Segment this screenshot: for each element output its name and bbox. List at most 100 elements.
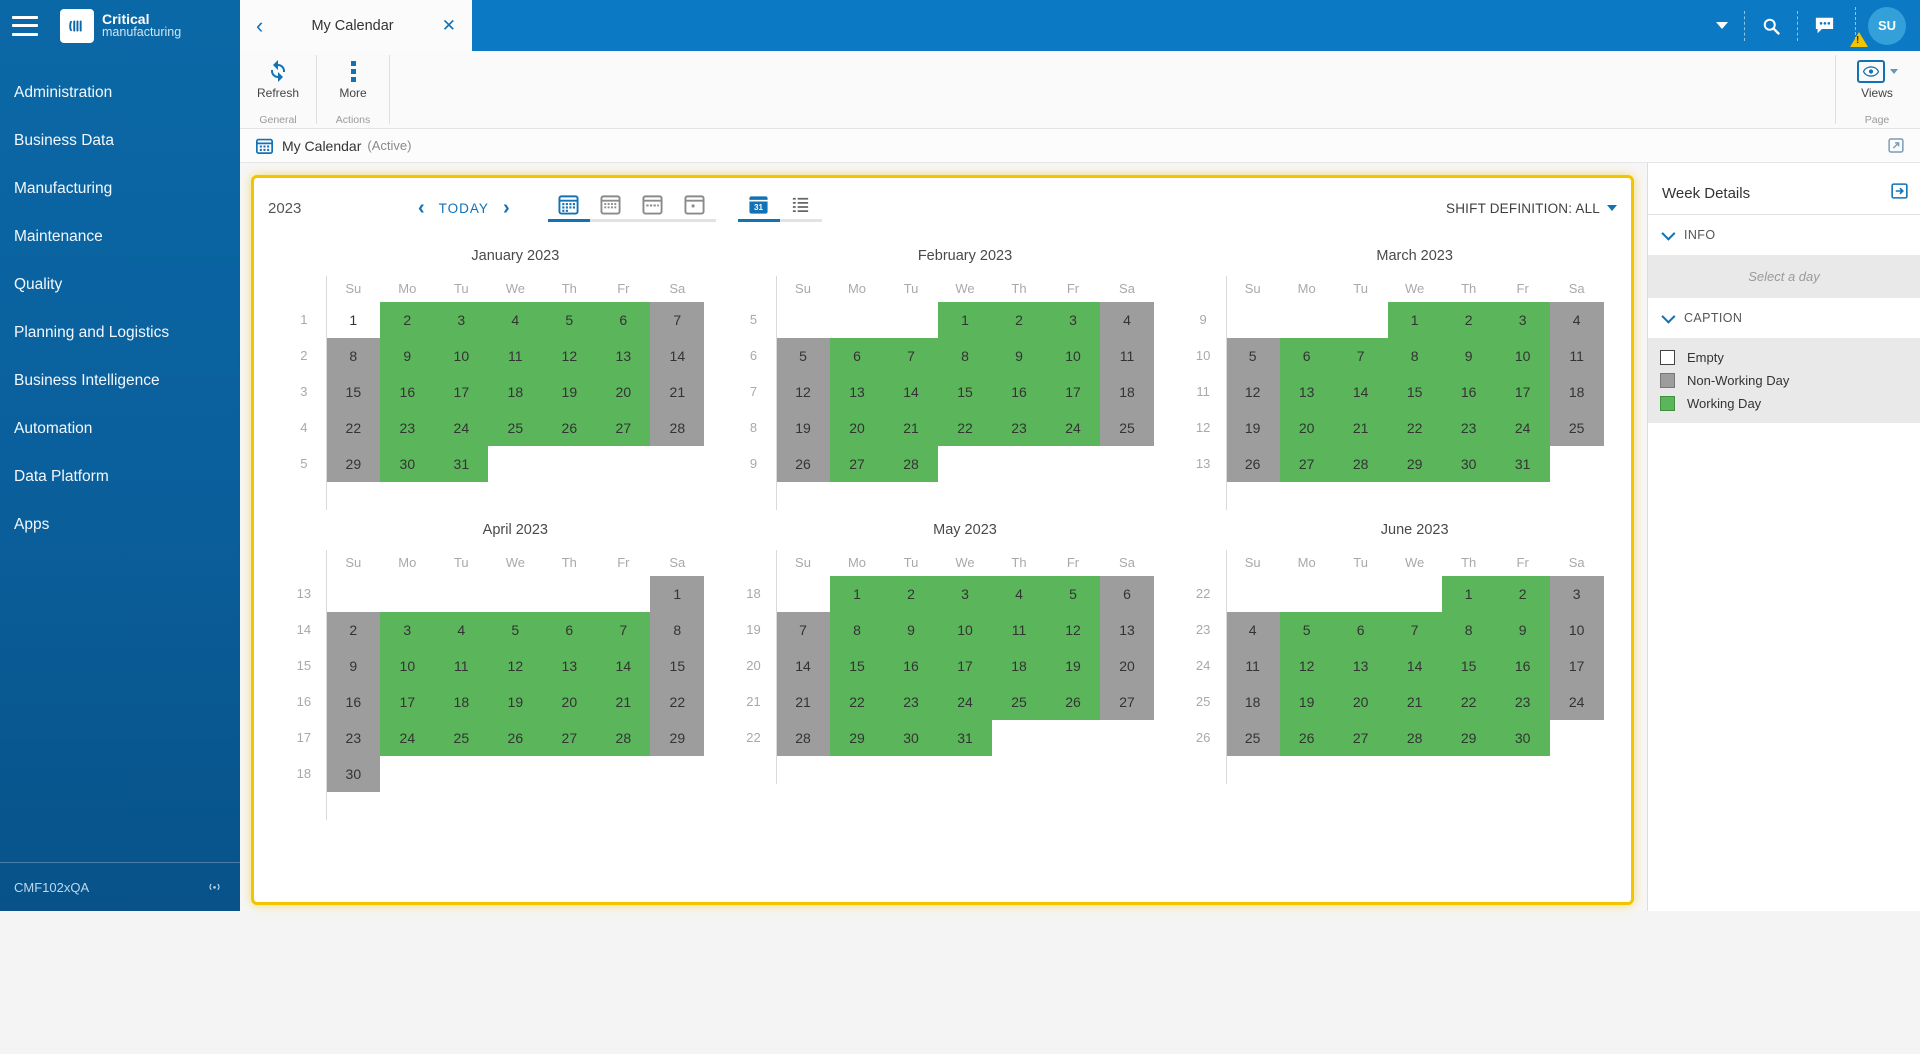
sidebar-item-administration[interactable]: Administration — [0, 69, 240, 117]
sidebar-item-data-platform[interactable]: Data Platform — [0, 453, 240, 501]
day-cell[interactable]: 20 — [596, 374, 650, 410]
day-cell[interactable]: 20 — [1280, 410, 1334, 446]
day-cell[interactable]: 3 — [938, 576, 992, 612]
day-cell[interactable]: 16 — [1442, 374, 1496, 410]
day-cell[interactable]: 18 — [1226, 684, 1280, 720]
day-cell[interactable]: 14 — [1334, 374, 1388, 410]
day-cell[interactable]: 20 — [1334, 684, 1388, 720]
day-cell[interactable]: 20 — [1100, 648, 1154, 684]
day-cell[interactable]: 22 — [1442, 684, 1496, 720]
day-cell[interactable]: 2 — [884, 576, 938, 612]
day-cell[interactable]: 24 — [434, 410, 488, 446]
week-number[interactable]: 2 — [281, 338, 326, 374]
day-cell[interactable]: 9 — [380, 338, 434, 374]
day-cell[interactable]: 15 — [326, 374, 380, 410]
week-number[interactable]: 6 — [731, 338, 776, 374]
day-cell[interactable]: 25 — [434, 720, 488, 756]
week-number[interactable]: 9 — [1181, 302, 1226, 338]
shift-definition-dropdown[interactable]: SHIFT DEFINITION: ALL — [1446, 201, 1617, 216]
day-cell[interactable]: 6 — [542, 612, 596, 648]
sidebar-item-quality[interactable]: Quality — [0, 261, 240, 309]
day-cell[interactable]: 26 — [542, 410, 596, 446]
week-number[interactable]: 25 — [1181, 684, 1226, 720]
view-year-icon[interactable] — [548, 194, 590, 215]
week-number[interactable]: 5 — [731, 302, 776, 338]
day-cell[interactable]: 28 — [1388, 720, 1442, 756]
day-cell[interactable]: 16 — [380, 374, 434, 410]
day-cell[interactable]: 23 — [326, 720, 380, 756]
day-cell[interactable]: 30 — [326, 756, 380, 792]
day-cell[interactable]: 11 — [1100, 338, 1154, 374]
day-cell[interactable]: 30 — [380, 446, 434, 482]
day-cell[interactable]: 18 — [488, 374, 542, 410]
day-cell[interactable]: 1 — [830, 576, 884, 612]
day-cell[interactable]: 5 — [1046, 576, 1100, 612]
day-cell[interactable]: 18 — [992, 648, 1046, 684]
day-cell[interactable]: 14 — [596, 648, 650, 684]
day-cell[interactable]: 15 — [1388, 374, 1442, 410]
day-cell[interactable]: 25 — [488, 410, 542, 446]
week-number[interactable]: 5 — [281, 446, 326, 482]
day-cell[interactable]: 9 — [992, 338, 1046, 374]
day-cell[interactable]: 15 — [1442, 648, 1496, 684]
open-in-window-icon[interactable] — [1888, 138, 1904, 153]
day-cell[interactable]: 23 — [992, 410, 1046, 446]
next-chevron-icon[interactable]: › — [503, 198, 510, 218]
user-menu[interactable]: SU — [1855, 7, 1906, 45]
sidebar-item-manufacturing[interactable]: Manufacturing — [0, 165, 240, 213]
day-cell[interactable]: 3 — [380, 612, 434, 648]
day-cell[interactable]: 17 — [1496, 374, 1550, 410]
day-cell[interactable]: 8 — [1442, 612, 1496, 648]
day-cell[interactable]: 6 — [1280, 338, 1334, 374]
day-cell[interactable]: 13 — [542, 648, 596, 684]
week-number[interactable]: 4 — [281, 410, 326, 446]
views-button[interactable]: Views — [1840, 58, 1914, 100]
day-cell[interactable]: 26 — [776, 446, 830, 482]
day-cell[interactable]: 29 — [1388, 446, 1442, 482]
day-cell[interactable]: 29 — [830, 720, 884, 756]
day-cell[interactable]: 25 — [1100, 410, 1154, 446]
sidebar-item-automation[interactable]: Automation — [0, 405, 240, 453]
day-cell[interactable]: 29 — [326, 446, 380, 482]
day-cell[interactable]: 17 — [380, 684, 434, 720]
day-cell[interactable]: 31 — [1496, 446, 1550, 482]
view-day-icon[interactable] — [674, 194, 716, 215]
day-cell[interactable]: 31 — [938, 720, 992, 756]
day-cell[interactable]: 29 — [650, 720, 704, 756]
day-cell[interactable]: 6 — [830, 338, 884, 374]
day-cell[interactable]: 24 — [380, 720, 434, 756]
day-cell[interactable]: 15 — [650, 648, 704, 684]
day-cell[interactable]: 27 — [1100, 684, 1154, 720]
day-cell[interactable]: 27 — [542, 720, 596, 756]
day-cell[interactable]: 15 — [938, 374, 992, 410]
week-number[interactable]: 18 — [731, 576, 776, 612]
day-cell[interactable]: 25 — [1226, 720, 1280, 756]
day-cell[interactable]: 19 — [776, 410, 830, 446]
day-cell[interactable]: 12 — [776, 374, 830, 410]
day-cell[interactable]: 5 — [542, 302, 596, 338]
week-number[interactable]: 10 — [1181, 338, 1226, 374]
brand-logo[interactable]: Critical manufacturing — [60, 9, 181, 43]
day-cell[interactable]: 7 — [884, 338, 938, 374]
day-cell[interactable]: 20 — [830, 410, 884, 446]
day-cell[interactable]: 9 — [884, 612, 938, 648]
tab-close-icon[interactable]: ✕ — [438, 16, 460, 36]
day-cell[interactable]: 1 — [1388, 302, 1442, 338]
week-number[interactable]: 12 — [1181, 410, 1226, 446]
day-cell[interactable]: 22 — [326, 410, 380, 446]
day-cell[interactable]: 5 — [1280, 612, 1334, 648]
day-cell[interactable]: 13 — [1334, 648, 1388, 684]
day-cell[interactable]: 15 — [830, 648, 884, 684]
more-button[interactable]: More — [317, 58, 389, 100]
day-cell[interactable]: 8 — [326, 338, 380, 374]
week-number[interactable]: 13 — [281, 576, 326, 612]
day-cell[interactable]: 24 — [1046, 410, 1100, 446]
info-section-header[interactable]: INFO — [1648, 215, 1920, 255]
day-cell[interactable]: 2 — [326, 612, 380, 648]
day-cell[interactable]: 11 — [434, 648, 488, 684]
day-cell[interactable]: 23 — [1442, 410, 1496, 446]
day-cell[interactable]: 24 — [938, 684, 992, 720]
day-cell[interactable]: 19 — [542, 374, 596, 410]
day-cell[interactable]: 23 — [1496, 684, 1550, 720]
day-cell[interactable]: 12 — [488, 648, 542, 684]
